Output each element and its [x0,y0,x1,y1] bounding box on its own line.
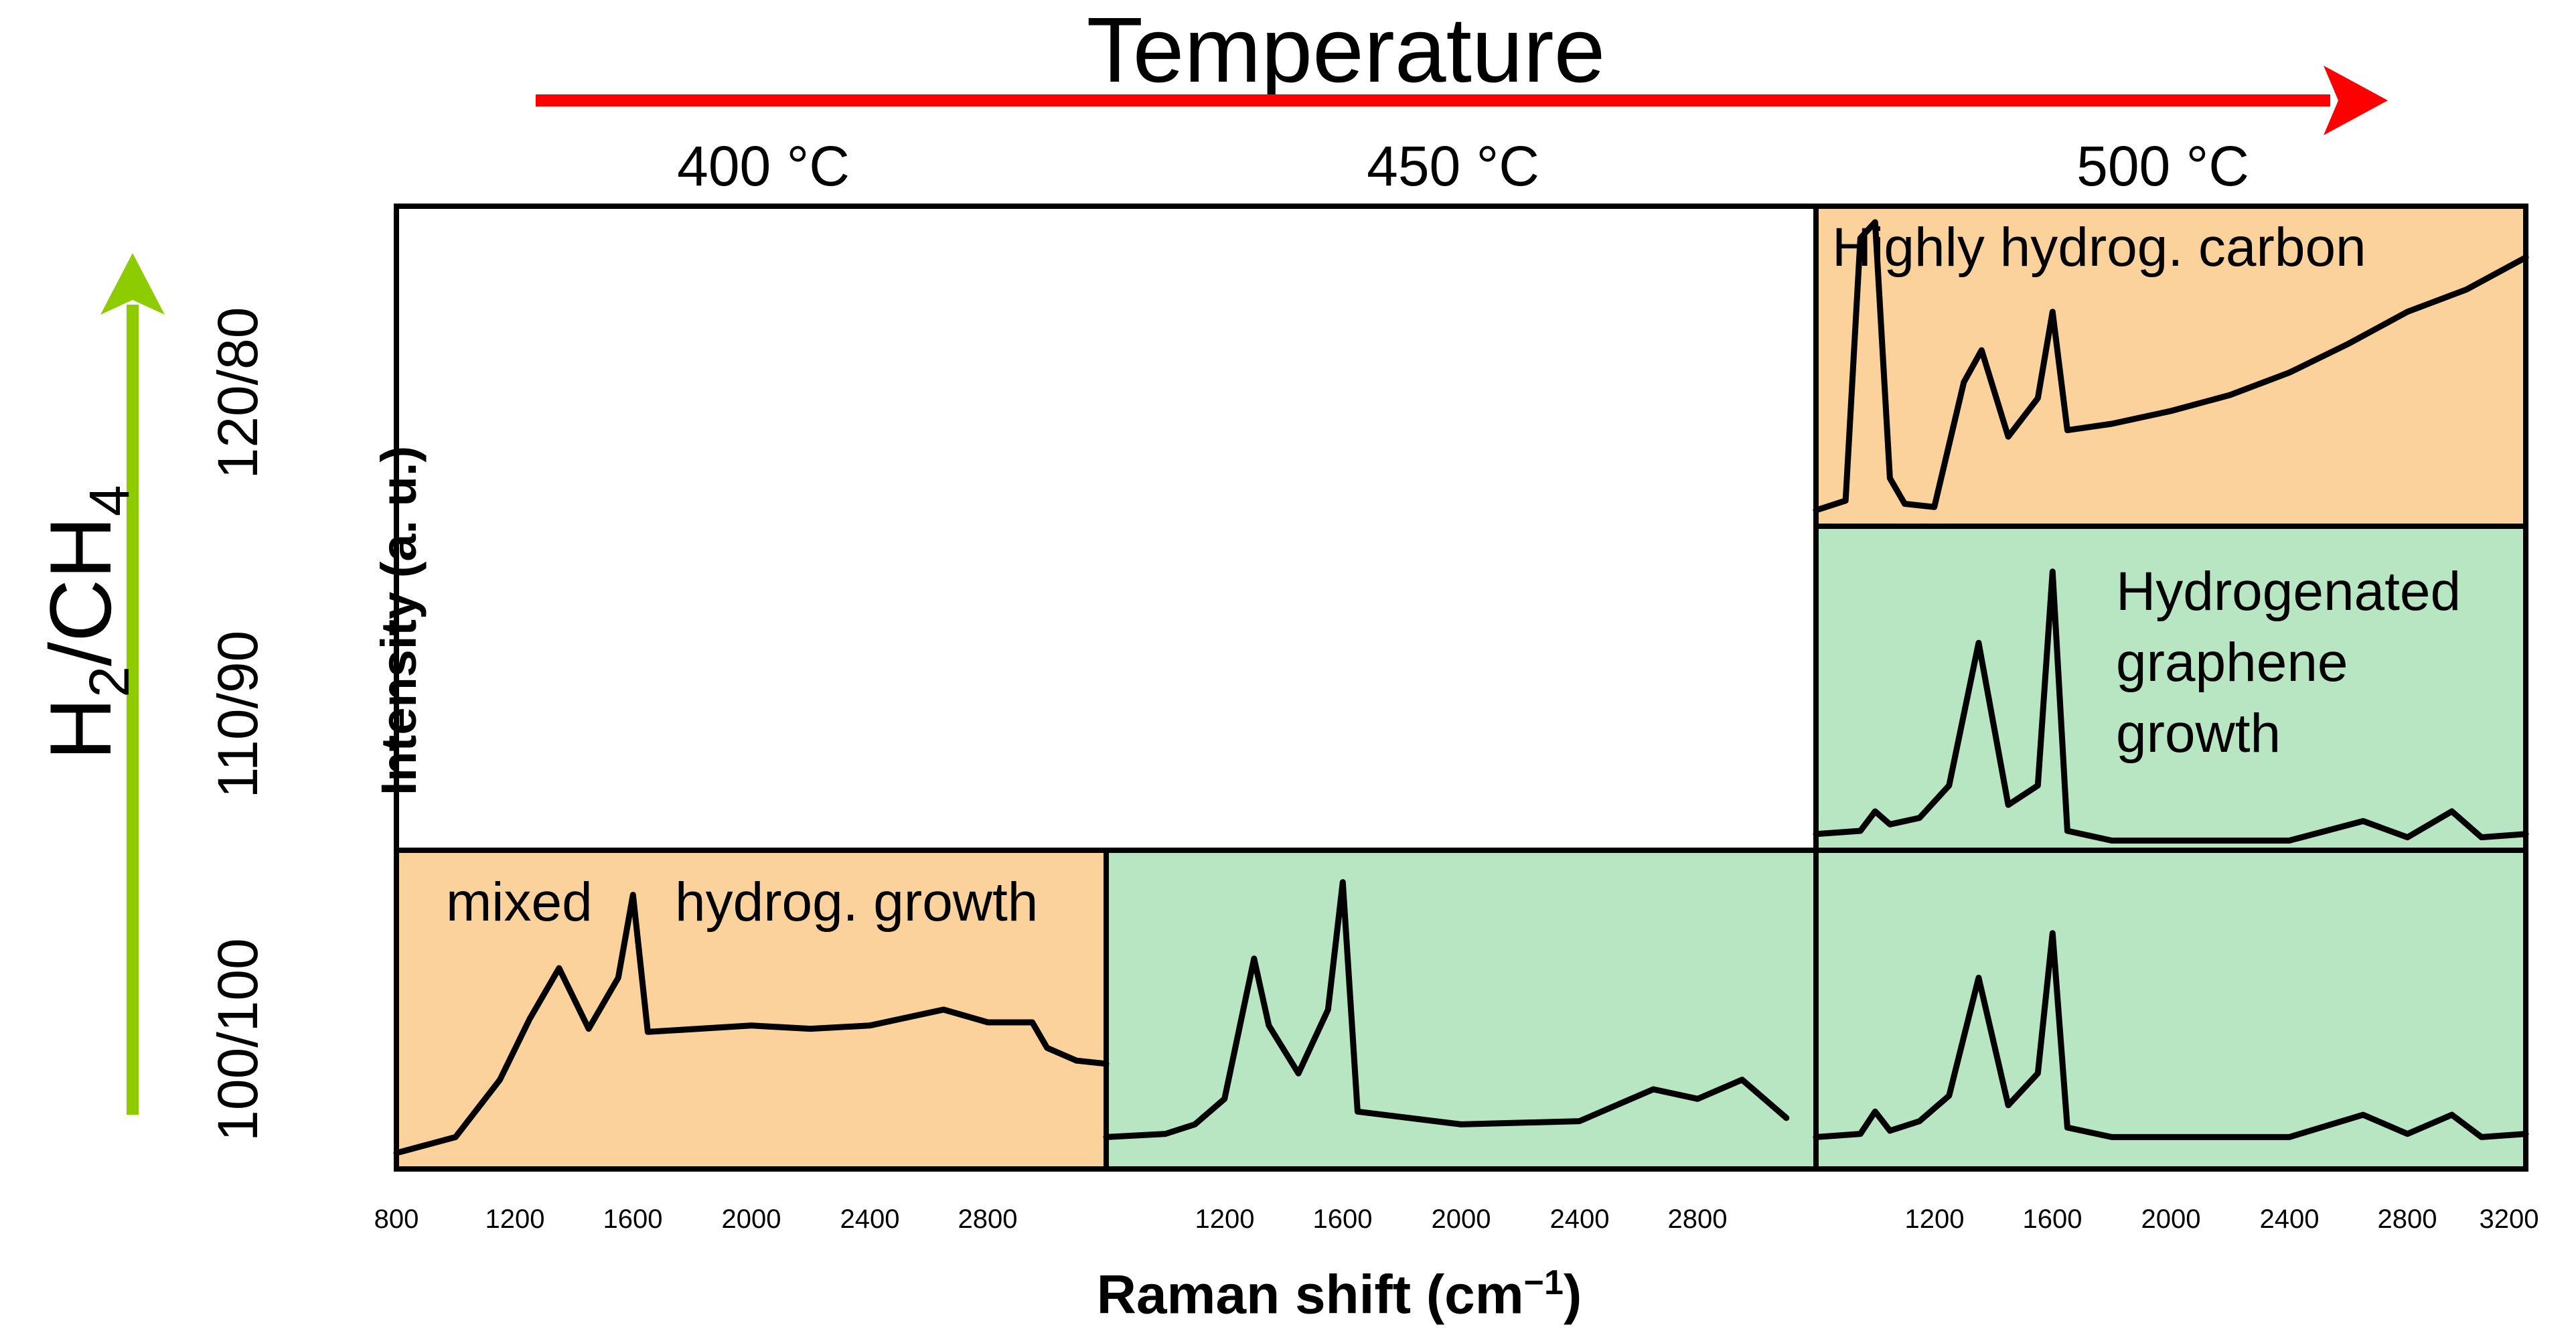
tick-label: 2400 [2259,1204,2320,1234]
tick-label: 1200 [1904,1204,1965,1234]
annotation-hydrogenated-2: graphene [2116,632,2348,693]
tick-label: 2800 [2377,1204,2437,1234]
spectrum-line-4 [1813,930,2529,1140]
tick-label: 800 [374,1204,419,1234]
x-axis-title-close: ) [1563,1264,1582,1326]
spectrum-line-2 [393,892,1110,1156]
tick-label: 2000 [721,1204,781,1234]
temperature-arrow [536,66,2388,135]
x-axis-title-main: Raman shift (cm [1096,1264,1524,1326]
chart-title: Temperature [1086,0,1606,102]
ratio-arrow [100,253,165,1115]
tick-label: 1600 [603,1204,663,1234]
x-axis-title: Raman shift (cm−1) [1004,1249,1674,1328]
series-group [393,219,2529,1156]
tick-label: 3200 [2479,1204,2539,1234]
annotation-hydrogenated-1: Hydrogenated [2116,561,2461,622]
tick-label: 1200 [485,1204,545,1234]
panel-frame-empty [394,204,1819,853]
tick-label: 2400 [840,1204,900,1234]
temp-label-400: 400 °C [677,135,850,198]
panel-bg-500-110 [1816,526,2526,850]
spectrum-line-3 [1103,879,1790,1140]
tick-label: 1200 [1195,1204,1255,1234]
panel-bg-450-100 [1106,850,1816,1169]
spectrum-line-0 [1813,219,2529,514]
spectrum-line-1 [1813,568,2529,844]
annotation-hydrog-growth: hydrog. growth [675,872,1039,933]
x-axis-title-sup: −1 [1523,1263,1564,1302]
tick-label: 2800 [1667,1204,1728,1234]
temp-label-450: 450 °C [1367,135,1539,198]
temp-label-500: 500 °C [2076,135,2249,198]
tick-label: 1600 [1312,1204,1373,1234]
annotation-mixed: mixed [446,872,593,933]
tick-label: 1600 [2022,1204,2082,1234]
tick-label: 2000 [2141,1204,2201,1234]
panel-bg-500-100 [1816,850,2526,1169]
panel-bg-400-100 [396,850,1106,1169]
panel-bg-500-120 [1816,206,2526,526]
tick-label: 2400 [1549,1204,1610,1234]
annotation-hydrogenated-3: growth [2116,703,2281,764]
tick-label: 2800 [958,1204,1018,1234]
tick-label: 2000 [1431,1204,1491,1234]
panel-frame-500-100 [1813,848,2528,1172]
annotation-highly-hydrog: Highly hydrog. carbon [1832,217,2366,278]
